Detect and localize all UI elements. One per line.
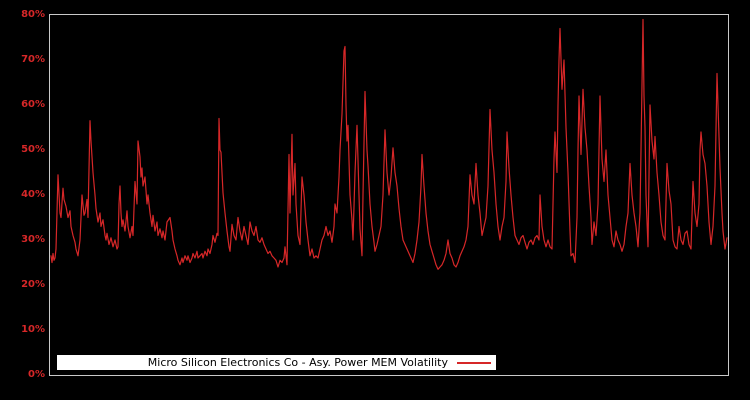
y-tick-label: 60% bbox=[21, 99, 45, 110]
legend-line-sample bbox=[457, 361, 491, 364]
y-tick-label: 10% bbox=[21, 324, 45, 335]
y-tick-label: 20% bbox=[21, 279, 45, 290]
y-tick-label: 30% bbox=[21, 234, 45, 245]
series-line bbox=[50, 18, 728, 270]
y-tick-label: 80% bbox=[21, 9, 45, 20]
y-tick-label: 70% bbox=[21, 54, 45, 65]
y-tick-label: 0% bbox=[28, 369, 45, 380]
y-tick-label: 50% bbox=[21, 144, 45, 155]
y-tick-label: 40% bbox=[21, 189, 45, 200]
volatility-line-series bbox=[50, 18, 728, 270]
legend: Micro Silicon Electronics Co - Asy. Powe… bbox=[57, 355, 496, 370]
plot-area bbox=[49, 14, 729, 376]
y-axis: 80% 70% 60% 50% 40% 30% 20% 10% 0% bbox=[0, 0, 46, 400]
legend-label: Micro Silicon Electronics Co - Asy. Powe… bbox=[147, 356, 448, 369]
